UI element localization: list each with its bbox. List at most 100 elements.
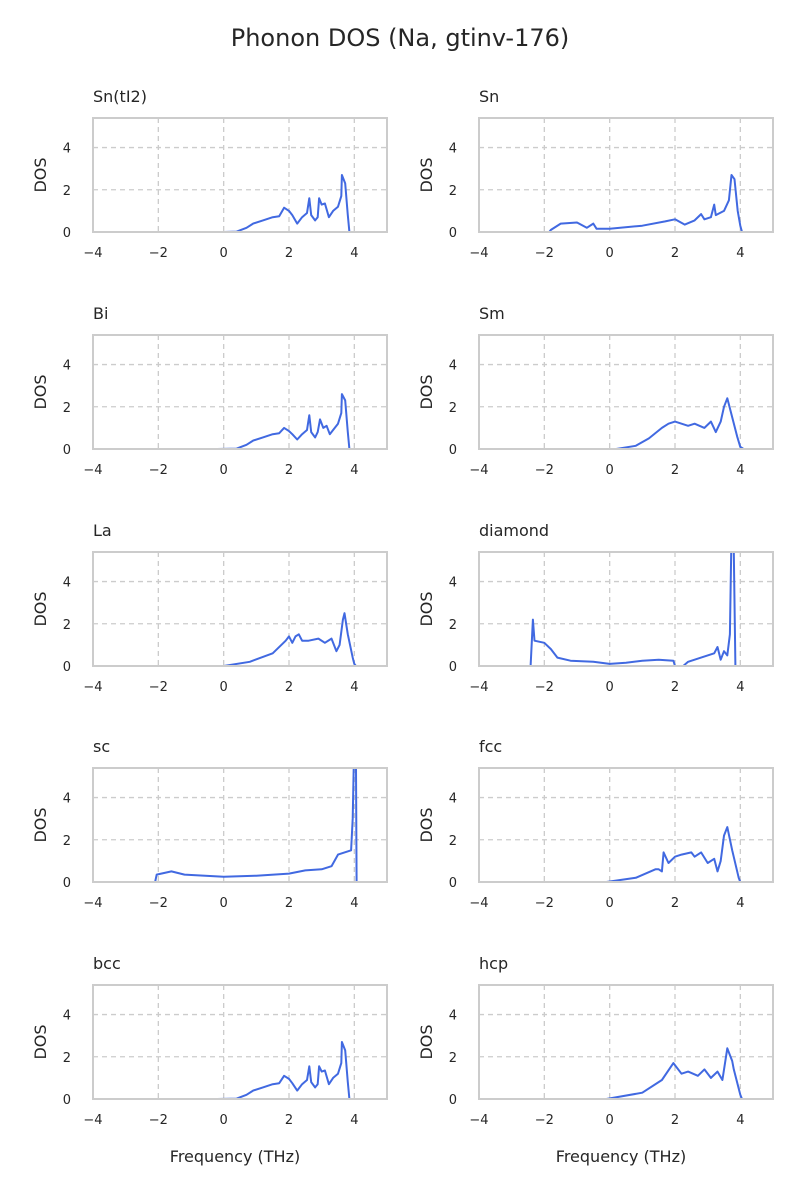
subplot-la: −4 −2 0 2 4 0 2 4 La DOS xyxy=(31,521,388,695)
y-tick-label: 0 xyxy=(63,443,71,458)
y-axis-label: DOS xyxy=(31,157,50,192)
plot-area xyxy=(479,985,773,1099)
plot-frame xyxy=(478,117,774,233)
y-tick-label: 0 xyxy=(449,1093,457,1108)
plot-frame xyxy=(92,767,388,883)
x-tick-label: −2 xyxy=(535,246,554,261)
y-tick-label: 2 xyxy=(63,834,71,849)
subplot-title: bcc xyxy=(93,954,121,973)
y-tick-label: 4 xyxy=(63,359,71,374)
y-tick-label: 0 xyxy=(449,876,457,891)
x-tick-label: 4 xyxy=(350,463,358,478)
y-tick-label: 0 xyxy=(449,443,457,458)
x-tick-label: 2 xyxy=(671,246,679,261)
x-tick-label: −4 xyxy=(83,246,102,261)
plot-area xyxy=(479,118,773,232)
subplot-title: Sm xyxy=(479,304,505,323)
y-axis-label: DOS xyxy=(31,374,50,409)
dos-line xyxy=(524,174,743,233)
subplot-title: diamond xyxy=(479,521,549,540)
x-tick-label: −2 xyxy=(149,246,168,261)
x-tick-label: 4 xyxy=(736,246,744,261)
x-tick-label: 0 xyxy=(220,463,228,478)
y-tick-label: 4 xyxy=(63,1009,71,1024)
subplot-hcp: −4 −2 0 2 4 0 2 4 hcp DOS Frequency (THz) xyxy=(417,954,774,1166)
subplot-sm: −4 −2 0 2 4 0 2 4 Sm DOS xyxy=(417,304,774,478)
plot-area xyxy=(479,335,773,449)
x-tick-label: 2 xyxy=(671,896,679,911)
y-tick-label: 0 xyxy=(449,660,457,675)
y-tick-label: 2 xyxy=(449,1051,457,1066)
y-tick-label: 0 xyxy=(63,226,71,241)
x-tick-label: 4 xyxy=(736,896,744,911)
y-tick-label: 2 xyxy=(449,401,457,416)
dos-line xyxy=(510,551,757,667)
subplot-sn-ti2-: −4 −2 0 2 4 0 2 4 Sn(tI2) DOS xyxy=(31,87,388,261)
dos-line xyxy=(223,174,351,233)
x-tick-label: −4 xyxy=(83,463,102,478)
x-tick-label: −2 xyxy=(149,463,168,478)
y-axis-label: DOS xyxy=(417,374,436,409)
x-tick-label: −4 xyxy=(83,680,102,695)
plot-frame xyxy=(92,984,388,1100)
plot-frame xyxy=(92,551,388,667)
y-axis-label: DOS xyxy=(31,591,50,626)
y-tick-label: 2 xyxy=(449,834,457,849)
y-axis-label: DOS xyxy=(417,807,436,842)
y-tick-label: 0 xyxy=(449,226,457,241)
x-tick-label: 4 xyxy=(350,896,358,911)
x-tick-label: 2 xyxy=(285,896,293,911)
x-tick-label: −2 xyxy=(535,463,554,478)
x-tick-label: 2 xyxy=(285,680,293,695)
figure-title: Phonon DOS (Na, gtinv-176) xyxy=(231,24,570,52)
x-tick-label: 2 xyxy=(671,463,679,478)
y-tick-label: 4 xyxy=(449,792,457,807)
y-tick-label: 2 xyxy=(63,401,71,416)
y-tick-label: 4 xyxy=(63,576,71,591)
y-axis-label: DOS xyxy=(417,1024,436,1059)
x-tick-label: 4 xyxy=(736,1113,744,1128)
subplot-title: Sn(tI2) xyxy=(93,87,147,106)
plot-frame xyxy=(478,767,774,883)
y-tick-label: 2 xyxy=(449,618,457,633)
y-tick-label: 2 xyxy=(449,184,457,199)
x-tick-label: 2 xyxy=(285,1113,293,1128)
y-tick-label: 4 xyxy=(449,576,457,591)
x-tick-label: 4 xyxy=(736,463,744,478)
dos-line xyxy=(606,1047,751,1100)
subplot-fcc: −4 −2 0 2 4 0 2 4 fcc DOS xyxy=(417,737,774,911)
x-tick-label: 0 xyxy=(606,246,614,261)
x-tick-label: −4 xyxy=(469,463,488,478)
x-tick-label: −4 xyxy=(469,896,488,911)
subplot-title: hcp xyxy=(479,954,508,973)
x-tick-label: −4 xyxy=(83,896,102,911)
plot-area xyxy=(93,552,387,666)
plot-frame xyxy=(478,551,774,667)
dos-line xyxy=(603,397,751,450)
plot-frame xyxy=(92,334,388,450)
x-tick-label: −2 xyxy=(149,1113,168,1128)
x-tick-label: 0 xyxy=(220,246,228,261)
x-tick-label: 0 xyxy=(220,680,228,695)
plot-area xyxy=(93,985,387,1099)
x-tick-label: −4 xyxy=(83,1113,102,1128)
x-tick-label: 0 xyxy=(606,1113,614,1128)
x-tick-label: 0 xyxy=(220,896,228,911)
y-tick-label: 4 xyxy=(63,142,71,157)
subplot-bi: −4 −2 0 2 4 0 2 4 Bi DOS xyxy=(31,304,388,478)
y-axis-label: DOS xyxy=(31,807,50,842)
subplot-title: fcc xyxy=(479,737,502,756)
x-tick-label: 2 xyxy=(671,1113,679,1128)
plot-area xyxy=(93,768,387,882)
y-tick-label: 4 xyxy=(449,1009,457,1024)
y-axis-label: DOS xyxy=(417,591,436,626)
x-tick-label: 4 xyxy=(350,246,358,261)
subplot-sn: −4 −2 0 2 4 0 2 4 Sn DOS xyxy=(417,87,774,261)
plot-frame xyxy=(478,334,774,450)
x-tick-label: −4 xyxy=(469,1113,488,1128)
x-tick-label: −4 xyxy=(469,246,488,261)
y-tick-label: 4 xyxy=(63,792,71,807)
x-tick-label: 0 xyxy=(606,896,614,911)
x-tick-label: −2 xyxy=(149,680,168,695)
